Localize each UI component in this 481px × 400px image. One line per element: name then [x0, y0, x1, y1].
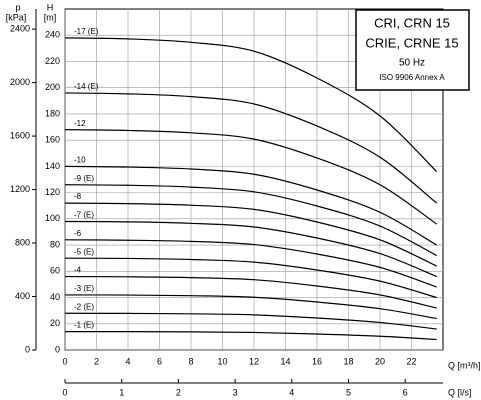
- pump-curve: [64, 165, 438, 246]
- x-label: Q [m³/h]: [448, 360, 481, 370]
- title-line: 50 Hz: [399, 58, 425, 69]
- y2-tick-label: 1600: [10, 130, 30, 140]
- y-tick-label: 120: [45, 187, 60, 197]
- pump-curve: [64, 257, 437, 299]
- y-tick-label: 20: [50, 318, 60, 328]
- y-tick-label: 200: [45, 82, 60, 92]
- y-tick-label: 160: [45, 135, 60, 145]
- y-unit: [m]: [44, 12, 57, 22]
- x2-tick-label: 1: [119, 387, 124, 397]
- curve-label: -2 (E): [74, 302, 94, 311]
- y2-tick-label: 1200: [10, 184, 30, 194]
- title-line: CRI, CRN 15: [374, 15, 450, 30]
- x2-tick-label: 3: [233, 387, 238, 397]
- pump-curve: [64, 129, 438, 225]
- x2-tick-label: 4: [289, 387, 294, 397]
- x-tick-label: 4: [125, 356, 130, 366]
- y-label: H: [47, 2, 54, 12]
- y-tick-label: 140: [45, 161, 60, 171]
- x-tick-label: 14: [280, 356, 290, 366]
- curve-label: -6: [74, 229, 82, 238]
- y2-tick-label: 400: [15, 291, 30, 301]
- x2-tick-label: 2: [176, 387, 181, 397]
- x-tick-label: 10: [217, 356, 227, 366]
- y-tick-label: 0: [55, 344, 60, 354]
- curve-label: -1 (E): [74, 321, 94, 330]
- x-tick-label: 2: [94, 356, 99, 366]
- x-tick-label: 12: [249, 356, 259, 366]
- y2-label: p: [15, 2, 20, 12]
- x-tick-label: 18: [343, 356, 353, 366]
- pump-curve: [64, 37, 438, 173]
- y2-unit: [kPa]: [6, 12, 27, 22]
- x-tick-label: 20: [375, 356, 385, 366]
- x2-tick-label: 6: [403, 387, 408, 397]
- x-tick-label: 16: [312, 356, 322, 366]
- y-tick-label: 180: [45, 108, 60, 118]
- y2-tick-label: 0: [25, 344, 30, 354]
- curve-label: -4: [74, 266, 82, 275]
- title-line: CRIE, CRNE 15: [365, 35, 458, 50]
- y2-tick-label: 2400: [10, 24, 30, 34]
- y-tick-label: 220: [45, 56, 60, 66]
- x-tick-label: 6: [157, 356, 162, 366]
- title-line: ISO 9906 Annex A: [379, 73, 445, 82]
- curve-label: -10: [74, 155, 86, 164]
- pump-curve: [64, 184, 437, 257]
- title-box: [355, 9, 470, 91]
- y-tick-label: 80: [50, 239, 60, 249]
- y2-tick-label: 2000: [10, 77, 30, 87]
- x-tick-label: 8: [188, 356, 193, 366]
- y-tick-label: 40: [50, 292, 60, 302]
- x2-tick-label: 0: [62, 387, 67, 397]
- curve-label: -9 (E): [74, 174, 94, 183]
- pump-curve: [64, 294, 437, 320]
- curve-label: -7 (E): [74, 211, 94, 220]
- pump-curve: [64, 275, 437, 309]
- curve-label: -3 (E): [74, 284, 94, 293]
- y-tick-label: 60: [50, 266, 60, 276]
- curve-label: -5 (E): [74, 247, 94, 256]
- pump-curve: [64, 239, 437, 288]
- y-tick-label: 240: [45, 30, 60, 40]
- x2-tick-label: 5: [346, 387, 351, 397]
- curve-label: -17 (E): [74, 27, 99, 36]
- pump-curve: [64, 202, 437, 267]
- x2-label: Q [l/s]: [448, 387, 472, 397]
- pump-curve: [64, 331, 437, 341]
- curve-label: -8: [74, 192, 82, 201]
- x-tick-label: 0: [62, 356, 67, 366]
- pump-curve: [64, 220, 437, 278]
- curve-label: -14 (E): [74, 82, 99, 91]
- pump-curve: [64, 312, 437, 330]
- y2-tick-label: 800: [15, 237, 30, 247]
- y-tick-label: 100: [45, 213, 60, 223]
- curve-label: -12: [74, 119, 86, 128]
- pump-curve: [64, 92, 438, 204]
- x-tick-label: 22: [406, 356, 416, 366]
